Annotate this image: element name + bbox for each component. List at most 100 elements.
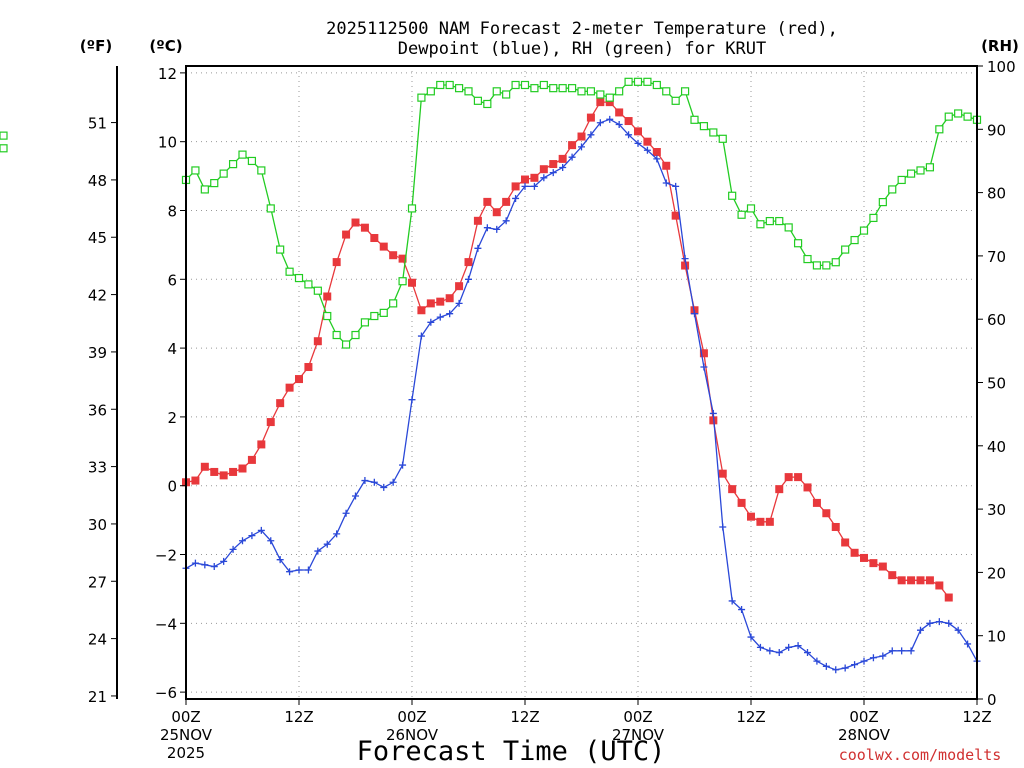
dewpoint-blue-point xyxy=(304,566,312,574)
x-date-label: 25NOV xyxy=(160,726,213,744)
x-date-label: 26NOV xyxy=(386,726,439,744)
rh-green-point xyxy=(643,77,652,86)
temperature-red-point xyxy=(408,278,416,287)
dewpoint-blue-point xyxy=(248,532,256,540)
rh-green-point xyxy=(605,93,614,102)
dewpoint-blue-point xyxy=(709,409,717,417)
temperature-red-point xyxy=(238,464,247,473)
rh-green-point xyxy=(379,308,388,317)
dewpoint-blue-point xyxy=(436,313,444,321)
temperature-red-point xyxy=(323,292,332,301)
rh-green-point xyxy=(746,204,756,213)
rh-green-point xyxy=(530,84,539,93)
dewpoint-blue-point xyxy=(493,225,501,233)
temperature-red-point xyxy=(342,230,351,239)
dewpoint-blue-point xyxy=(917,626,924,634)
grid-lines xyxy=(186,66,977,699)
temperature-red-point xyxy=(549,160,558,169)
dewpoint-blue-point xyxy=(625,131,633,139)
rh-tick-label: 30 xyxy=(987,501,1006,519)
temperature-red-point xyxy=(841,538,850,547)
rh-tick-label: 70 xyxy=(987,248,1006,266)
temperature-red-point xyxy=(634,127,642,136)
dewpoint-blue-point xyxy=(549,169,557,177)
celsius-tick-label: 4 xyxy=(167,340,177,358)
temperature-red-point xyxy=(332,258,341,267)
temperature-red-point xyxy=(907,576,916,585)
temperature-red-point xyxy=(944,593,953,602)
rh-green-point xyxy=(831,258,840,267)
rh-green-point xyxy=(615,87,624,96)
temperature-red-point xyxy=(577,132,586,141)
dewpoint-blue-point xyxy=(643,146,651,154)
fahrenheit-tick-label: 39 xyxy=(88,344,107,362)
temperature-red-point xyxy=(888,571,897,580)
fahrenheit-tick-label: 30 xyxy=(88,516,107,534)
rh-tick-label: 40 xyxy=(987,438,1006,456)
rh-green-point xyxy=(586,87,596,96)
dewpoint-blue-point xyxy=(700,363,708,371)
temperature-red-point xyxy=(794,473,803,482)
celsius-tick-label: −4 xyxy=(155,615,177,633)
rh-green-point xyxy=(624,77,633,86)
celsius-tick-label: 2 xyxy=(167,409,177,427)
dewpoint-blue-point xyxy=(775,649,783,657)
dewpoint-blue-point xyxy=(898,647,906,655)
temperature-red-point xyxy=(502,197,511,206)
temperature-red-point xyxy=(247,455,256,464)
dewpoint-blue-point xyxy=(361,477,369,485)
temperature-red-point xyxy=(351,218,360,227)
rh-green-point xyxy=(511,80,520,90)
temperature-red-point xyxy=(426,299,435,308)
rh-green-point xyxy=(916,166,925,175)
temperature-red-point xyxy=(605,98,614,107)
dewpoint-blue-point xyxy=(587,131,595,139)
rh-green-point xyxy=(445,80,454,90)
dewpoint-blue-point xyxy=(220,557,228,565)
x-axis-label: Forecast Time (UTC) xyxy=(357,736,666,767)
dewpoint-blue-point xyxy=(427,318,435,326)
rh-green-point xyxy=(549,84,558,93)
temperature-red-point xyxy=(765,517,774,526)
dewpoint-blue-point xyxy=(455,299,463,307)
rh-tick-label: 50 xyxy=(987,375,1006,393)
axes: −6−4−20246810122124273033363942454851010… xyxy=(88,58,1016,762)
temperature-red-point xyxy=(304,363,313,372)
rh-green-point xyxy=(709,128,718,137)
dewpoint-blue-point xyxy=(653,155,661,163)
dewpoint-blue-point xyxy=(276,556,284,564)
dewpoint-blue-point xyxy=(606,115,614,123)
celsius-tick-label: −2 xyxy=(155,547,177,565)
temperature-red-point xyxy=(370,234,379,243)
temperature-red-point xyxy=(756,517,765,526)
celsius-tick-label: −6 xyxy=(155,684,177,702)
celsius-tick-label: 10 xyxy=(158,134,177,152)
temperature-red-point xyxy=(624,117,633,126)
temperature-red-point xyxy=(455,282,464,291)
fahrenheit-tick-label: 51 xyxy=(88,115,107,133)
dewpoint-blue-point xyxy=(719,523,727,531)
temperature-red-point xyxy=(643,137,652,146)
rh-green-point xyxy=(426,87,435,96)
temperature-red-point xyxy=(473,216,482,225)
rh-green-point xyxy=(436,80,445,90)
dewpoint-blue-point xyxy=(738,606,746,614)
rh-green-point xyxy=(765,216,774,226)
temperature-red-point xyxy=(586,113,595,122)
dewpoint-blue-point xyxy=(229,545,237,553)
rh-green-point xyxy=(737,210,746,219)
rh-green-point xyxy=(859,226,869,235)
fahrenheit-tick-label: 42 xyxy=(88,287,107,305)
rh-green-point xyxy=(360,318,370,327)
dewpoint-blue-point xyxy=(822,662,830,670)
x-tick-label: 12Z xyxy=(284,708,313,726)
rh-tick-label: 20 xyxy=(987,564,1006,582)
dewpoint-blue-point xyxy=(945,619,953,627)
rh-tick-label: 0 xyxy=(987,691,997,709)
celsius-tick-label: 8 xyxy=(167,202,177,220)
rh-green-point xyxy=(784,223,793,232)
dewpoint-blue-point xyxy=(201,561,209,569)
dewpoint-blue-point xyxy=(295,566,303,574)
rh-green-point xyxy=(257,166,266,175)
